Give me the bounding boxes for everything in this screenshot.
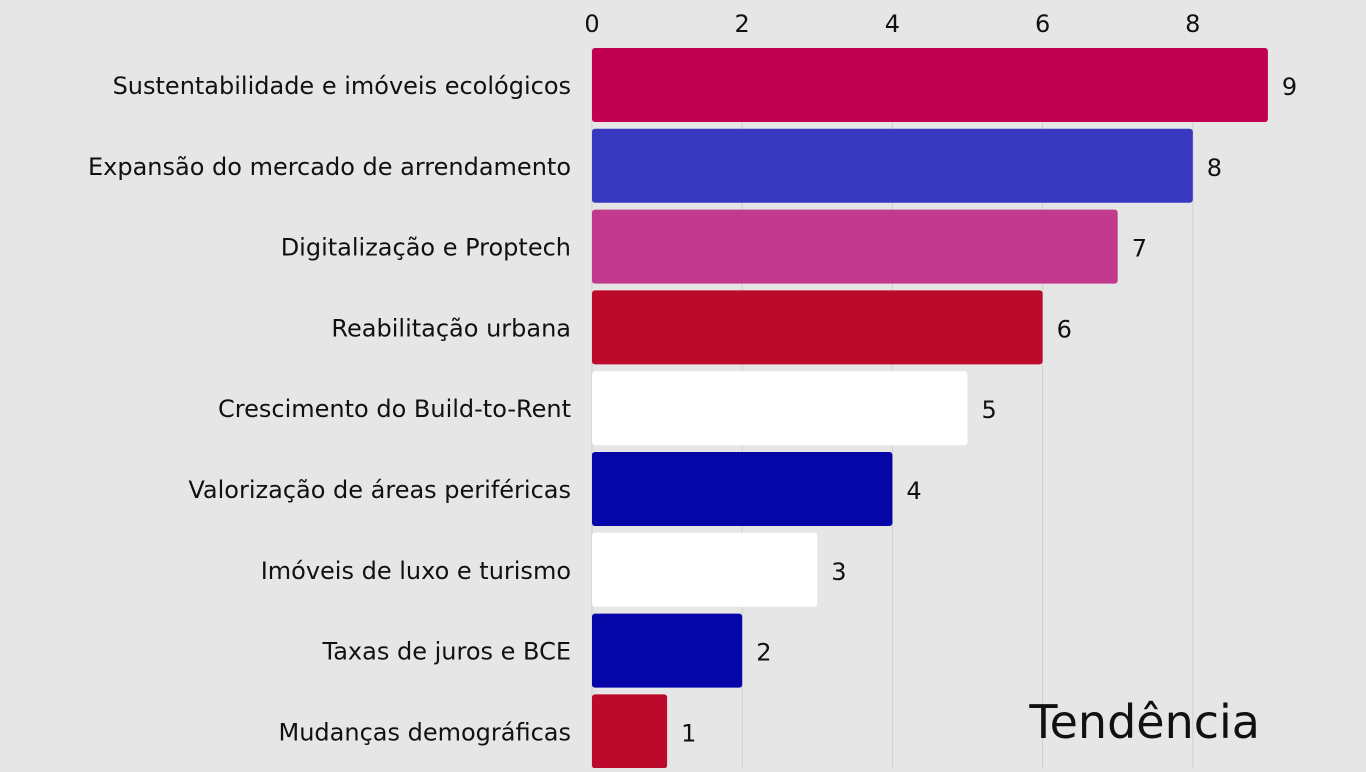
category-label: Valorização de áreas periféricas: [188, 476, 571, 504]
value-label: 6: [1057, 315, 1072, 343]
bars: [592, 48, 1268, 769]
value-label: 2: [756, 639, 771, 667]
category-label: Expansão do mercado de arrendamento: [88, 153, 571, 181]
x-tick-label: 0: [584, 10, 599, 38]
value-label: 3: [831, 558, 846, 586]
category-label: Taxas de juros e BCE: [322, 638, 571, 666]
value-label: 8: [1207, 154, 1222, 182]
bar: [592, 452, 893, 526]
x-tick-label: 4: [885, 10, 900, 38]
category-label: Imóveis de luxo e turismo: [261, 557, 571, 585]
bar: [592, 613, 743, 688]
x-tick-label: 6: [1035, 10, 1050, 38]
chart-title: Tendência: [1028, 695, 1260, 749]
value-label: 7: [1132, 235, 1147, 263]
category-label: Sustentabilidade e imóveis ecológicos: [113, 72, 571, 100]
bar: [592, 290, 1043, 365]
x-tick-label: 2: [735, 10, 750, 38]
value-label: 5: [982, 396, 997, 424]
bar: [592, 48, 1268, 122]
bar: [592, 209, 1118, 284]
bar: [592, 694, 668, 769]
bar: [592, 532, 818, 607]
category-labels: Sustentabilidade e imóveis ecológicos Exp…: [88, 72, 571, 746]
x-axis-ticks: 0 2 4 6 8: [584, 10, 1200, 38]
category-label: Reabilitação urbana: [331, 314, 571, 342]
category-label: Digitalização e Proptech: [281, 234, 571, 262]
value-label: 1: [681, 719, 696, 747]
value-label: 9: [1282, 73, 1297, 101]
value-label: 4: [906, 477, 921, 505]
bar: [592, 128, 1193, 203]
value-labels: 9 8 7 6 5 4 3 2 1: [681, 73, 1297, 747]
bar: [592, 371, 968, 446]
category-label: Mudanças demográficas: [279, 718, 572, 746]
x-tick-label: 8: [1185, 10, 1200, 38]
category-label: Crescimento do Build-to-Rent: [218, 395, 571, 423]
